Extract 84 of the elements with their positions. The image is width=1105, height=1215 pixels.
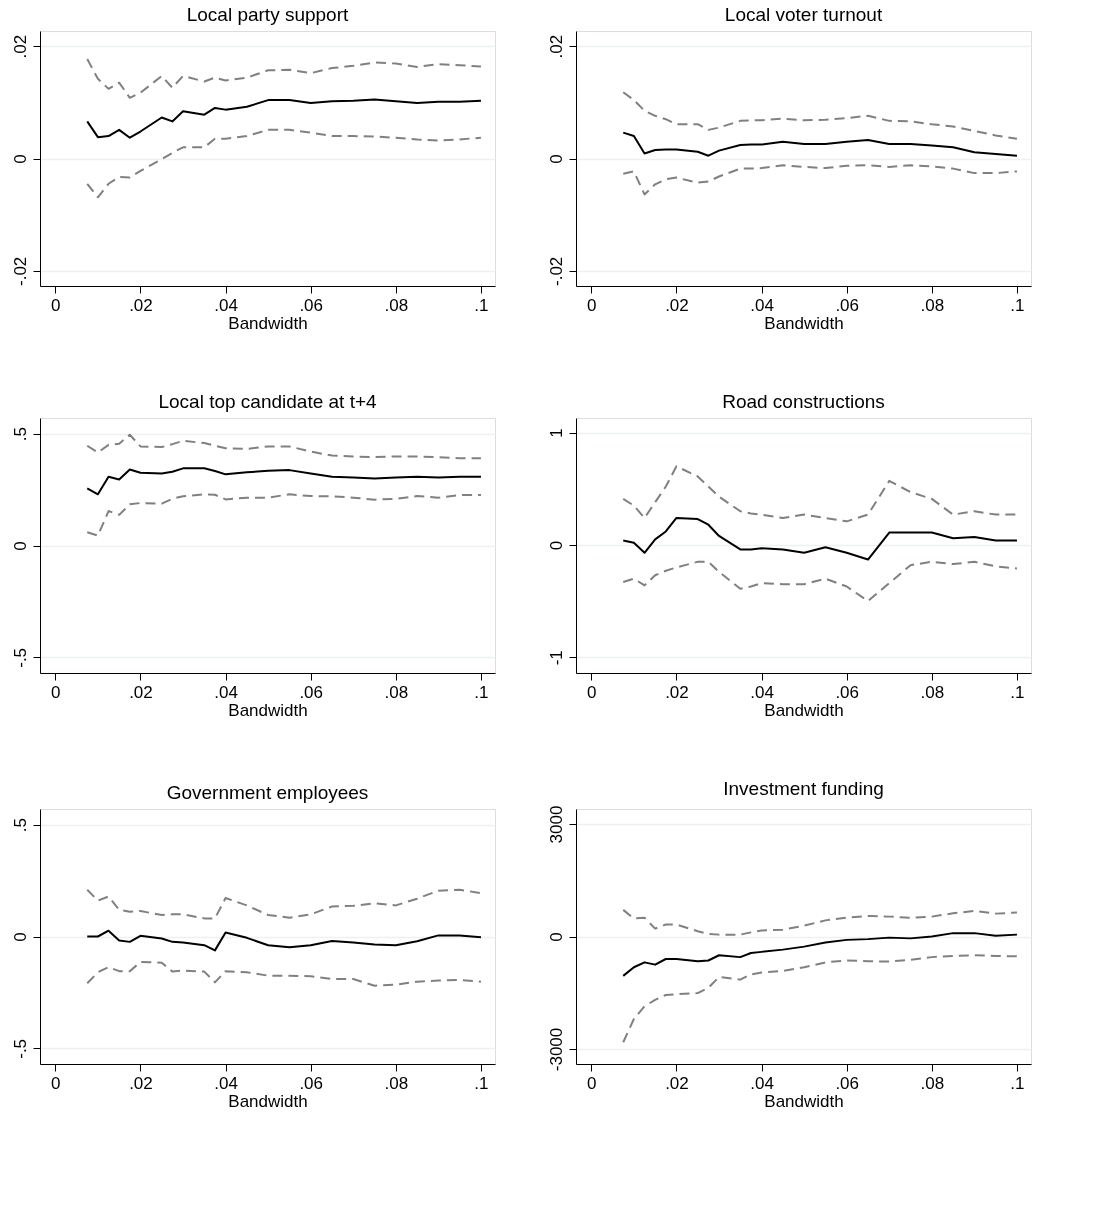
y-tick-label: .02 (10, 34, 30, 59)
line-series (622, 164, 1018, 196)
x-tick-label: .06 (835, 295, 860, 315)
x-tick-label: .06 (299, 682, 324, 702)
y-tick-label: -1 (546, 650, 566, 666)
x-tick-label: .06 (835, 682, 860, 702)
line-series (622, 954, 1018, 1044)
x-tick-label: .08 (920, 1073, 945, 1093)
line-series (86, 128, 482, 199)
x-tick-label: .06 (835, 1073, 860, 1093)
x-tick-label: .08 (384, 1073, 409, 1093)
chart-title: Local party support (186, 4, 350, 25)
x-tick-label: .02 (665, 682, 689, 702)
line-series (622, 131, 1018, 157)
x-tick-label: .02 (129, 682, 153, 702)
y-tick-label: 0 (546, 540, 566, 551)
line-series (86, 98, 482, 139)
y-tick-label: 0 (10, 541, 30, 551)
x-tick-label: .1 (1010, 295, 1025, 315)
y-tick-label: -.5 (10, 647, 30, 668)
y-tick-label: 0 (10, 932, 30, 942)
x-axis-title: Bandwidth (228, 1091, 308, 1111)
y-tick-label: -.02 (546, 256, 566, 286)
y-tick-label: 3000 (546, 805, 566, 844)
y-tick-label: -.02 (10, 256, 30, 286)
chart-title: Government employees (166, 782, 369, 803)
y-tick-label: .5 (10, 427, 30, 442)
chart-title: Local top candidate at t+4 (158, 391, 377, 412)
x-tick-label: .08 (384, 682, 409, 702)
x-tick-label: .1 (1010, 1073, 1025, 1093)
line-series (86, 467, 482, 496)
x-tick-label: .08 (920, 295, 945, 315)
line-series (622, 560, 1018, 603)
x-tick-label: .1 (474, 295, 489, 315)
x-tick-label: .04 (750, 295, 774, 315)
x-tick-label: .04 (214, 295, 238, 315)
x-tick-label: .04 (214, 682, 238, 702)
x-tick-label: 0 (587, 295, 597, 315)
x-tick-label: .04 (750, 1073, 774, 1093)
line-series (86, 888, 482, 920)
line-series (622, 465, 1018, 523)
x-tick-label: .02 (665, 295, 689, 315)
y-tick-label: -3000 (546, 1027, 566, 1072)
y-tick-label: .02 (546, 34, 566, 59)
x-tick-label: .04 (214, 1073, 238, 1093)
x-tick-label: 0 (587, 682, 597, 702)
line-series (86, 493, 482, 537)
y-tick-label: -.5 (10, 1038, 30, 1059)
x-tick-label: .02 (665, 1073, 689, 1093)
x-axis-title: Bandwidth (764, 313, 844, 333)
x-tick-label: .06 (299, 1073, 324, 1093)
line-series (86, 961, 482, 987)
chart-title: Road constructions (722, 391, 885, 412)
y-tick-label: 0 (546, 932, 566, 942)
x-axis-title: Bandwidth (764, 700, 844, 720)
x-tick-label: 0 (51, 1073, 61, 1093)
x-tick-label: 0 (587, 1073, 597, 1093)
y-tick-label: .5 (10, 818, 30, 833)
line-series (622, 516, 1018, 561)
x-axis-title: Bandwidth (764, 1091, 844, 1111)
line-series (86, 929, 482, 952)
x-tick-label: .1 (1010, 682, 1025, 702)
chart-title: Investment funding (723, 778, 884, 800)
x-axis-title: Bandwidth (228, 313, 308, 333)
x-tick-label: 0 (51, 295, 61, 315)
x-tick-label: .08 (920, 682, 945, 702)
x-tick-label: .06 (299, 295, 324, 315)
chart-title: Local voter turnout (724, 4, 883, 25)
line-series (622, 908, 1018, 936)
x-tick-label: .1 (474, 1073, 489, 1093)
y-tick-label: 0 (546, 154, 566, 164)
x-tick-label: .08 (384, 295, 409, 315)
line-series (86, 433, 482, 460)
line-series (622, 91, 1018, 140)
y-tick-label: 1 (546, 428, 566, 438)
x-tick-label: .1 (474, 682, 489, 702)
line-series (86, 58, 482, 99)
x-axis-title: Bandwidth (228, 700, 308, 720)
x-tick-label: .02 (129, 1073, 153, 1093)
line-series (622, 932, 1018, 977)
x-tick-label: .02 (129, 295, 153, 315)
x-tick-label: 0 (51, 682, 61, 702)
y-tick-label: 0 (10, 154, 30, 164)
x-tick-label: .04 (750, 682, 774, 702)
